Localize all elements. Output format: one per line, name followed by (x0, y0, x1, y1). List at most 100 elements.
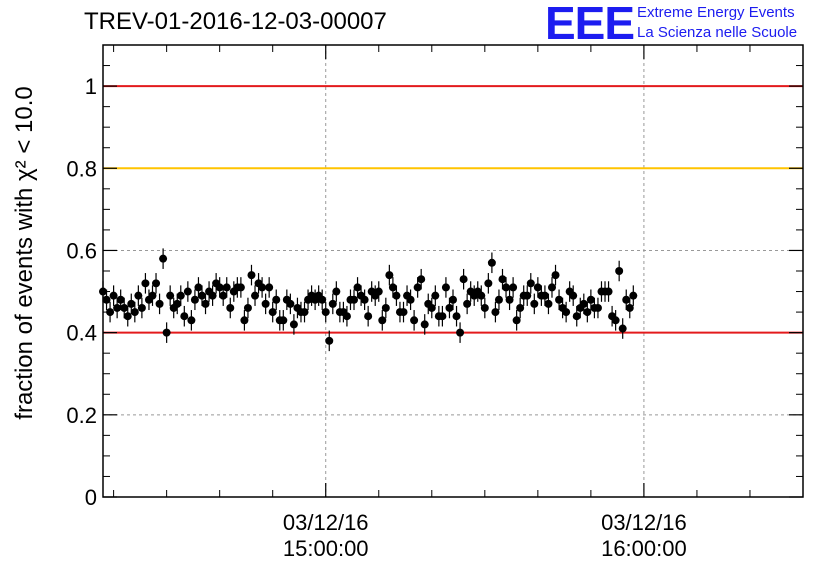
data-point (625, 303, 634, 312)
data-point (629, 291, 638, 300)
data-point (392, 291, 401, 300)
logo-text-line1: Extreme Energy Events (637, 4, 795, 21)
y-tick-label: 0 (85, 485, 97, 510)
data-point (445, 303, 454, 312)
plot-frame (102, 44, 804, 498)
data-point (134, 291, 143, 300)
data-point (438, 312, 447, 321)
data-point (544, 299, 553, 308)
data-point (222, 283, 231, 292)
data-point (173, 299, 182, 308)
data-point (385, 271, 394, 280)
data-points (99, 248, 638, 352)
data-point (494, 295, 503, 304)
data-point (480, 303, 489, 312)
data-point (166, 291, 175, 300)
data-point (572, 312, 581, 321)
data-point (289, 320, 298, 329)
data-point (431, 291, 440, 300)
data-point (417, 275, 426, 284)
data-point (505, 295, 514, 304)
data-point (148, 291, 157, 300)
data-point (159, 254, 168, 263)
data-point (208, 291, 217, 300)
grid-lines (103, 45, 803, 497)
data-point (162, 328, 171, 337)
chart-title: TREV-01-2016-12-03-00007 (84, 8, 387, 35)
data-point (332, 287, 341, 296)
data-point (452, 312, 461, 321)
x-tick-label-time: 16:00:00 (601, 536, 687, 561)
data-point (615, 267, 624, 275)
y-tick-label: 0.8 (66, 156, 97, 181)
data-point (342, 312, 351, 321)
data-point (183, 287, 192, 296)
data-point (427, 303, 436, 312)
data-point (498, 275, 507, 284)
data-point (410, 316, 419, 325)
data-point (547, 283, 556, 292)
data-point (258, 283, 267, 292)
data-point (618, 324, 627, 333)
data-point (109, 291, 118, 300)
data-point (152, 279, 161, 288)
data-point (137, 303, 146, 312)
data-point (484, 279, 493, 288)
data-point (120, 303, 129, 312)
data-point (187, 316, 196, 325)
data-point (268, 308, 277, 317)
data-point (219, 291, 228, 300)
data-point (116, 295, 125, 304)
data-point (477, 291, 486, 300)
data-point (540, 291, 549, 300)
data-point (491, 308, 500, 317)
data-point (123, 312, 132, 321)
y-tick-label: 1 (85, 74, 97, 99)
data-point (279, 316, 288, 325)
data-point (113, 303, 122, 312)
data-point (106, 308, 115, 317)
data-point (272, 295, 281, 304)
data-point (190, 295, 199, 304)
data-point (176, 291, 185, 300)
y-axis-label: fraction of events with χ² < 10.0 (11, 86, 38, 419)
data-point (215, 283, 224, 292)
data-point (502, 283, 511, 292)
data-point (141, 279, 150, 288)
data-point (321, 308, 330, 317)
data-point (236, 283, 245, 292)
data-point (463, 299, 472, 308)
data-point (102, 295, 111, 304)
data-point (611, 316, 620, 325)
axes: 00.20.40.60.8103/12/1615:00:0003/12/1616… (66, 44, 804, 561)
data-point (130, 308, 139, 317)
data-point (364, 312, 373, 321)
data-point (180, 312, 189, 321)
data-point (569, 291, 578, 300)
data-point (350, 295, 359, 304)
data-point (622, 295, 631, 304)
data-point (586, 295, 595, 304)
data-point (523, 291, 532, 300)
x-tick-label-date: 03/12/16 (283, 510, 369, 535)
y-tick-label: 0.6 (66, 238, 97, 263)
data-point (155, 299, 164, 308)
reference-lines (103, 85, 803, 334)
data-point (579, 299, 588, 308)
data-point (562, 308, 571, 317)
data-point (533, 283, 542, 292)
x-tick-label-time: 15:00:00 (283, 536, 369, 561)
data-point (328, 299, 337, 308)
logo-eee-mark: EEE (545, 0, 635, 49)
data-point (593, 303, 602, 312)
y-tick-label: 0.2 (66, 403, 97, 428)
data-point (226, 303, 235, 312)
data-point (583, 308, 592, 317)
data-point (261, 299, 270, 308)
data-point (247, 271, 256, 280)
data-point (325, 336, 334, 345)
data-point (530, 299, 539, 308)
data-point (441, 283, 450, 292)
data-point (378, 316, 387, 325)
data-point (194, 283, 203, 292)
